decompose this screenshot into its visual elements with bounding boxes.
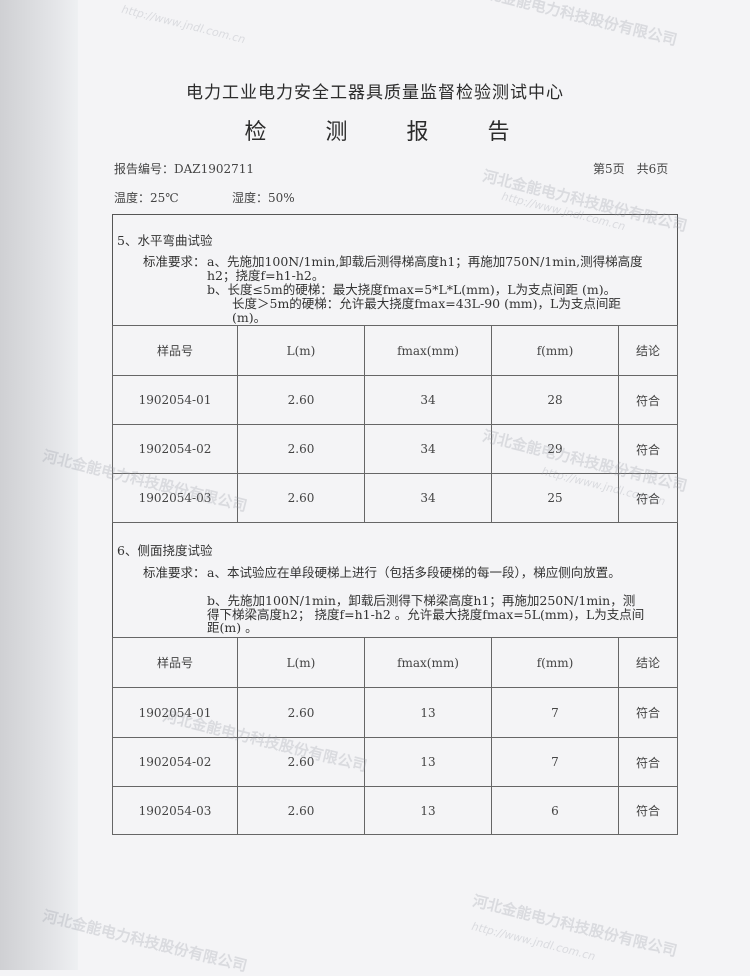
col-f: f(mm): [491, 637, 619, 688]
cell: 28: [491, 375, 619, 425]
cell: 1902054-02: [112, 737, 238, 787]
cell: 1902054-02: [112, 424, 238, 474]
cell: 13: [364, 737, 492, 787]
report-title: 检 测 报 告: [244, 120, 536, 145]
col-sample: 样品号: [112, 637, 238, 688]
table-row: 1902054-03 2.60 13 6 符合: [112, 786, 678, 835]
table-row: 1902054-03 2.60 34 25 符合: [112, 473, 678, 523]
watermark-company: 河北金能电力科技股份有限公司: [470, 891, 679, 961]
watermark-url: http://www.jndl.com.cn: [120, 2, 247, 47]
section6-req-a: a、本试验应在单段硬梯上进行（包括多段硬梯的每一段），梯应侧向放置。: [207, 565, 621, 580]
col-f: f(mm): [491, 325, 619, 376]
col-length: L(m): [237, 325, 365, 376]
cell: 符合: [618, 737, 678, 787]
page-number: 第5页 共6页: [593, 162, 669, 176]
cell: 2.60: [237, 687, 365, 738]
section5-req-label: 标准要求：: [143, 254, 206, 269]
cell: 符合: [618, 687, 678, 738]
scan-edge: [0, 0, 78, 970]
section5-title: 5、水平弯曲试验: [117, 233, 213, 248]
report-number: 报告编号：DAZ1902711: [114, 162, 255, 176]
cell: 符合: [618, 786, 678, 835]
col-sample: 样品号: [112, 325, 238, 376]
cell: 34: [364, 424, 492, 474]
cell: 2.60: [237, 424, 365, 474]
cell: 29: [491, 424, 619, 474]
table-header: 样品号 L(m) fmax(mm) f(mm) 结论: [112, 637, 678, 688]
cell: 34: [364, 473, 492, 523]
cell: 符合: [618, 424, 678, 474]
section6-req-b: b、先施加100N/1min，卸载后测得下梯梁高度h1；再施加250N/1min…: [207, 593, 645, 635]
cell: 1902054-01: [112, 375, 238, 425]
cell: 符合: [618, 473, 678, 523]
col-fmax: fmax(mm): [364, 325, 492, 376]
section6-title: 6、侧面挠度试验: [117, 543, 213, 558]
cell: 25: [491, 473, 619, 523]
section5-req-b2: 长度＞5m的硬梯：允许最大挠度fmax=43L-90 (mm)，L为支点间距(m…: [232, 296, 621, 325]
cell: 2.60: [237, 473, 365, 523]
temperature: 温度：25℃: [114, 191, 179, 205]
cell: 符合: [618, 375, 678, 425]
cell: 2.60: [237, 737, 365, 787]
watermark-company: 河北金能电力科技股份有限公司: [470, 0, 679, 50]
org-title: 电力工业电力安全工器具质量监督检验测试中心: [186, 83, 564, 103]
cell: 13: [364, 786, 492, 835]
table-row: 1902054-01 2.60 34 28 符合: [112, 375, 678, 425]
section5-table: 样品号 L(m) fmax(mm) f(mm) 结论 1902054-01 2.6…: [112, 325, 678, 523]
cell: 1902054-03: [112, 473, 238, 523]
cell: 13: [364, 687, 492, 738]
table-row: 1902054-02 2.60 13 7 符合: [112, 737, 678, 787]
section5-req-a: a、先施加100N/1min,卸载后测得梯高度h1；再施加750N/1min,测…: [207, 254, 643, 283]
cell: 1902054-01: [112, 687, 238, 738]
col-result: 结论: [618, 637, 678, 688]
table-row: 1902054-01 2.60 13 7 符合: [112, 687, 678, 738]
results-frame: 5、水平弯曲试验 标准要求： a、先施加100N/1min,卸载后测得梯高度h1…: [112, 214, 678, 835]
cell: 7: [491, 687, 619, 738]
humidity: 湿度：50%: [232, 191, 295, 205]
col-result: 结论: [618, 325, 678, 376]
table-header: 样品号 L(m) fmax(mm) f(mm) 结论: [112, 325, 678, 376]
col-fmax: fmax(mm): [364, 637, 492, 688]
section5-req-b1: b、长度≤5m的硬梯：最大挠度fmax=5*L*L(mm)，L为支点间距 (m)…: [207, 282, 617, 297]
cell: 34: [364, 375, 492, 425]
section6-req-label: 标准要求：: [143, 565, 206, 580]
cell: 7: [491, 737, 619, 787]
watermark-url: http://www.jndl.com.cn: [470, 919, 597, 964]
section6-table: 样品号 L(m) fmax(mm) f(mm) 结论 1902054-01 2.6…: [112, 637, 678, 835]
table-row: 1902054-02 2.60 34 29 符合: [112, 424, 678, 474]
col-length: L(m): [237, 637, 365, 688]
cell: 2.60: [237, 786, 365, 835]
cell: 1902054-03: [112, 786, 238, 835]
cell: 6: [491, 786, 619, 835]
cell: 2.60: [237, 375, 365, 425]
